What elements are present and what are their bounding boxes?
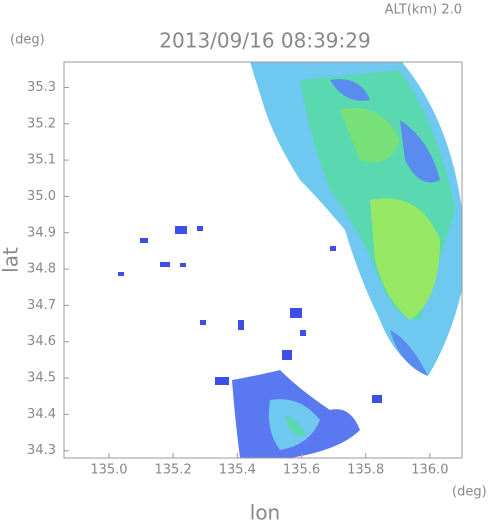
y-tick-label: 34.4	[27, 407, 56, 422]
y-tick-label: 35.3	[27, 80, 56, 95]
y-tick-label: 34.5	[27, 371, 56, 386]
plot-frame	[63, 61, 463, 459]
chart-title: 2013/09/16 08:39:29	[159, 29, 370, 53]
x-tick-label: 135.8	[347, 463, 384, 478]
y-tick-label: 34.6	[27, 334, 56, 349]
y-axis-label: lat	[0, 247, 23, 273]
y-tick-label: 34.8	[27, 262, 56, 277]
x-tick-label: 135.2	[155, 463, 192, 478]
y-tick-label: 35.0	[27, 189, 56, 204]
y-tick-label: 34.3	[27, 443, 56, 458]
x-unit: (deg)	[452, 485, 487, 500]
y-unit: (deg)	[10, 33, 45, 48]
x-tick-label: 135.4	[219, 463, 256, 478]
altitude-label: ALT(km) 2.0	[385, 3, 462, 18]
y-tick-label: 35.1	[27, 153, 56, 168]
x-axis-label: lon	[250, 501, 280, 521]
x-tick-label: 136.0	[411, 463, 448, 478]
y-tick-label: 34.7	[27, 298, 56, 313]
x-tick-label: 135.0	[90, 463, 127, 478]
radar-echoes	[118, 62, 462, 458]
y-tick-label: 35.2	[27, 116, 56, 131]
y-tick-label: 34.9	[27, 225, 56, 240]
x-tick-label: 135.6	[283, 463, 320, 478]
